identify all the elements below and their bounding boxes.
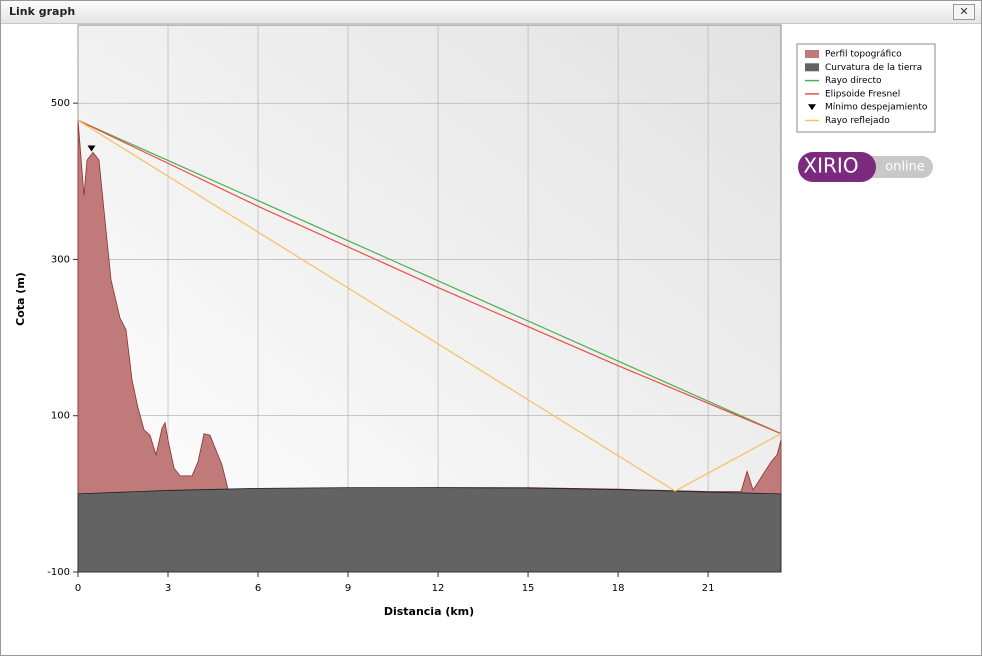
legend-label: Curvatura de la tierra	[825, 63, 922, 73]
legend-swatch	[805, 50, 819, 58]
y-axis-label: Cota (m)	[14, 272, 27, 326]
legend	[796, 43, 936, 133]
area	[77, 487, 782, 573]
marker	[87, 145, 96, 152]
x-tick-label: 0	[75, 583, 81, 594]
x-tick-label: 3	[165, 583, 171, 594]
line	[77, 119, 782, 492]
x-axis-label: Distancia (km)	[384, 605, 474, 618]
line	[77, 119, 782, 435]
x-tick-label: 18	[612, 583, 625, 594]
legend-label: Elipsoide Fresnel	[825, 89, 900, 99]
legend-label: Rayo reflejado	[825, 116, 890, 126]
x-tick-label: 15	[522, 583, 535, 594]
legend-label: Perfil topográfico	[825, 50, 902, 60]
y-tick-label: 100	[51, 411, 70, 422]
y-tick-label: 500	[51, 98, 70, 109]
logo: XIRIO online	[798, 152, 933, 182]
legend-swatch	[805, 63, 819, 72]
x-tick-label: 12	[432, 583, 445, 594]
logo-sub: online	[885, 160, 925, 175]
x-tick-label: 6	[255, 583, 261, 594]
x-tick-label: 9	[345, 583, 351, 594]
window-title: Link graph	[9, 5, 76, 18]
x-tick-label: 21	[702, 583, 715, 594]
line	[77, 119, 782, 435]
y-tick-label: 300	[51, 254, 70, 265]
logo-text: XIRIO	[803, 154, 858, 178]
legend-label: Mínimo despejamiento	[825, 103, 928, 113]
legend-label: Rayo directo	[825, 76, 882, 86]
title-bar	[1, 1, 981, 24]
close-button[interactable]: ✕	[953, 4, 975, 20]
y-tick-label: -100	[47, 567, 70, 578]
legend-swatch	[808, 104, 816, 111]
